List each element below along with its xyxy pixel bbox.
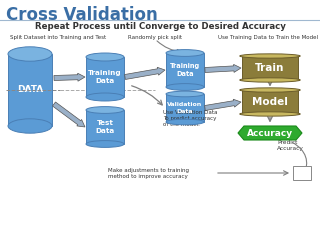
Text: Randomly pick split: Randomly pick split [128, 35, 182, 40]
Ellipse shape [8, 47, 52, 61]
Polygon shape [54, 73, 85, 81]
Text: Make adjustments to training
method to improve accuracy: Make adjustments to training method to i… [108, 168, 188, 179]
Bar [166, 53, 204, 87]
Text: Training
Data: Training Data [170, 63, 200, 77]
Polygon shape [124, 67, 165, 79]
Ellipse shape [166, 119, 204, 125]
Polygon shape [205, 64, 241, 72]
Bar [166, 94, 204, 122]
Text: Predict
Accuracy: Predict Accuracy [277, 140, 304, 151]
Polygon shape [238, 126, 302, 140]
Text: Use Validation Data
To predict accuracy
of the model.: Use Validation Data To predict accuracy … [163, 110, 218, 127]
Ellipse shape [8, 119, 52, 133]
Ellipse shape [166, 91, 204, 97]
Polygon shape [52, 102, 85, 127]
Ellipse shape [166, 50, 204, 56]
Text: Cross Validation: Cross Validation [6, 6, 158, 24]
Text: Model: Model [252, 97, 288, 107]
Text: DATA: DATA [17, 85, 43, 95]
Bar [86, 57, 124, 97]
Text: Test
Data: Test Data [95, 120, 115, 134]
Ellipse shape [86, 93, 124, 101]
Bar [86, 110, 124, 144]
Ellipse shape [86, 141, 124, 147]
Bar [242, 90, 298, 114]
Ellipse shape [86, 107, 124, 114]
Bar [8, 54, 52, 126]
Ellipse shape [86, 53, 124, 61]
Ellipse shape [240, 112, 300, 116]
Ellipse shape [240, 54, 300, 58]
Text: Accuracy: Accuracy [247, 128, 293, 138]
Text: Validation
Data: Validation Data [167, 102, 203, 114]
Ellipse shape [166, 84, 204, 90]
Ellipse shape [240, 88, 300, 92]
Bar [242, 56, 298, 80]
Polygon shape [204, 99, 241, 110]
Text: Use Training Data to Train the Model: Use Training Data to Train the Model [218, 35, 318, 40]
Ellipse shape [240, 78, 300, 82]
Text: Train: Train [255, 63, 285, 73]
Bar [293, 166, 311, 180]
Text: Training
Data: Training Data [88, 70, 122, 84]
Text: Split Dataset into Training and Test: Split Dataset into Training and Test [10, 35, 106, 40]
Text: Repeat Process until Converge to Desired Accuracy: Repeat Process until Converge to Desired… [35, 22, 285, 31]
